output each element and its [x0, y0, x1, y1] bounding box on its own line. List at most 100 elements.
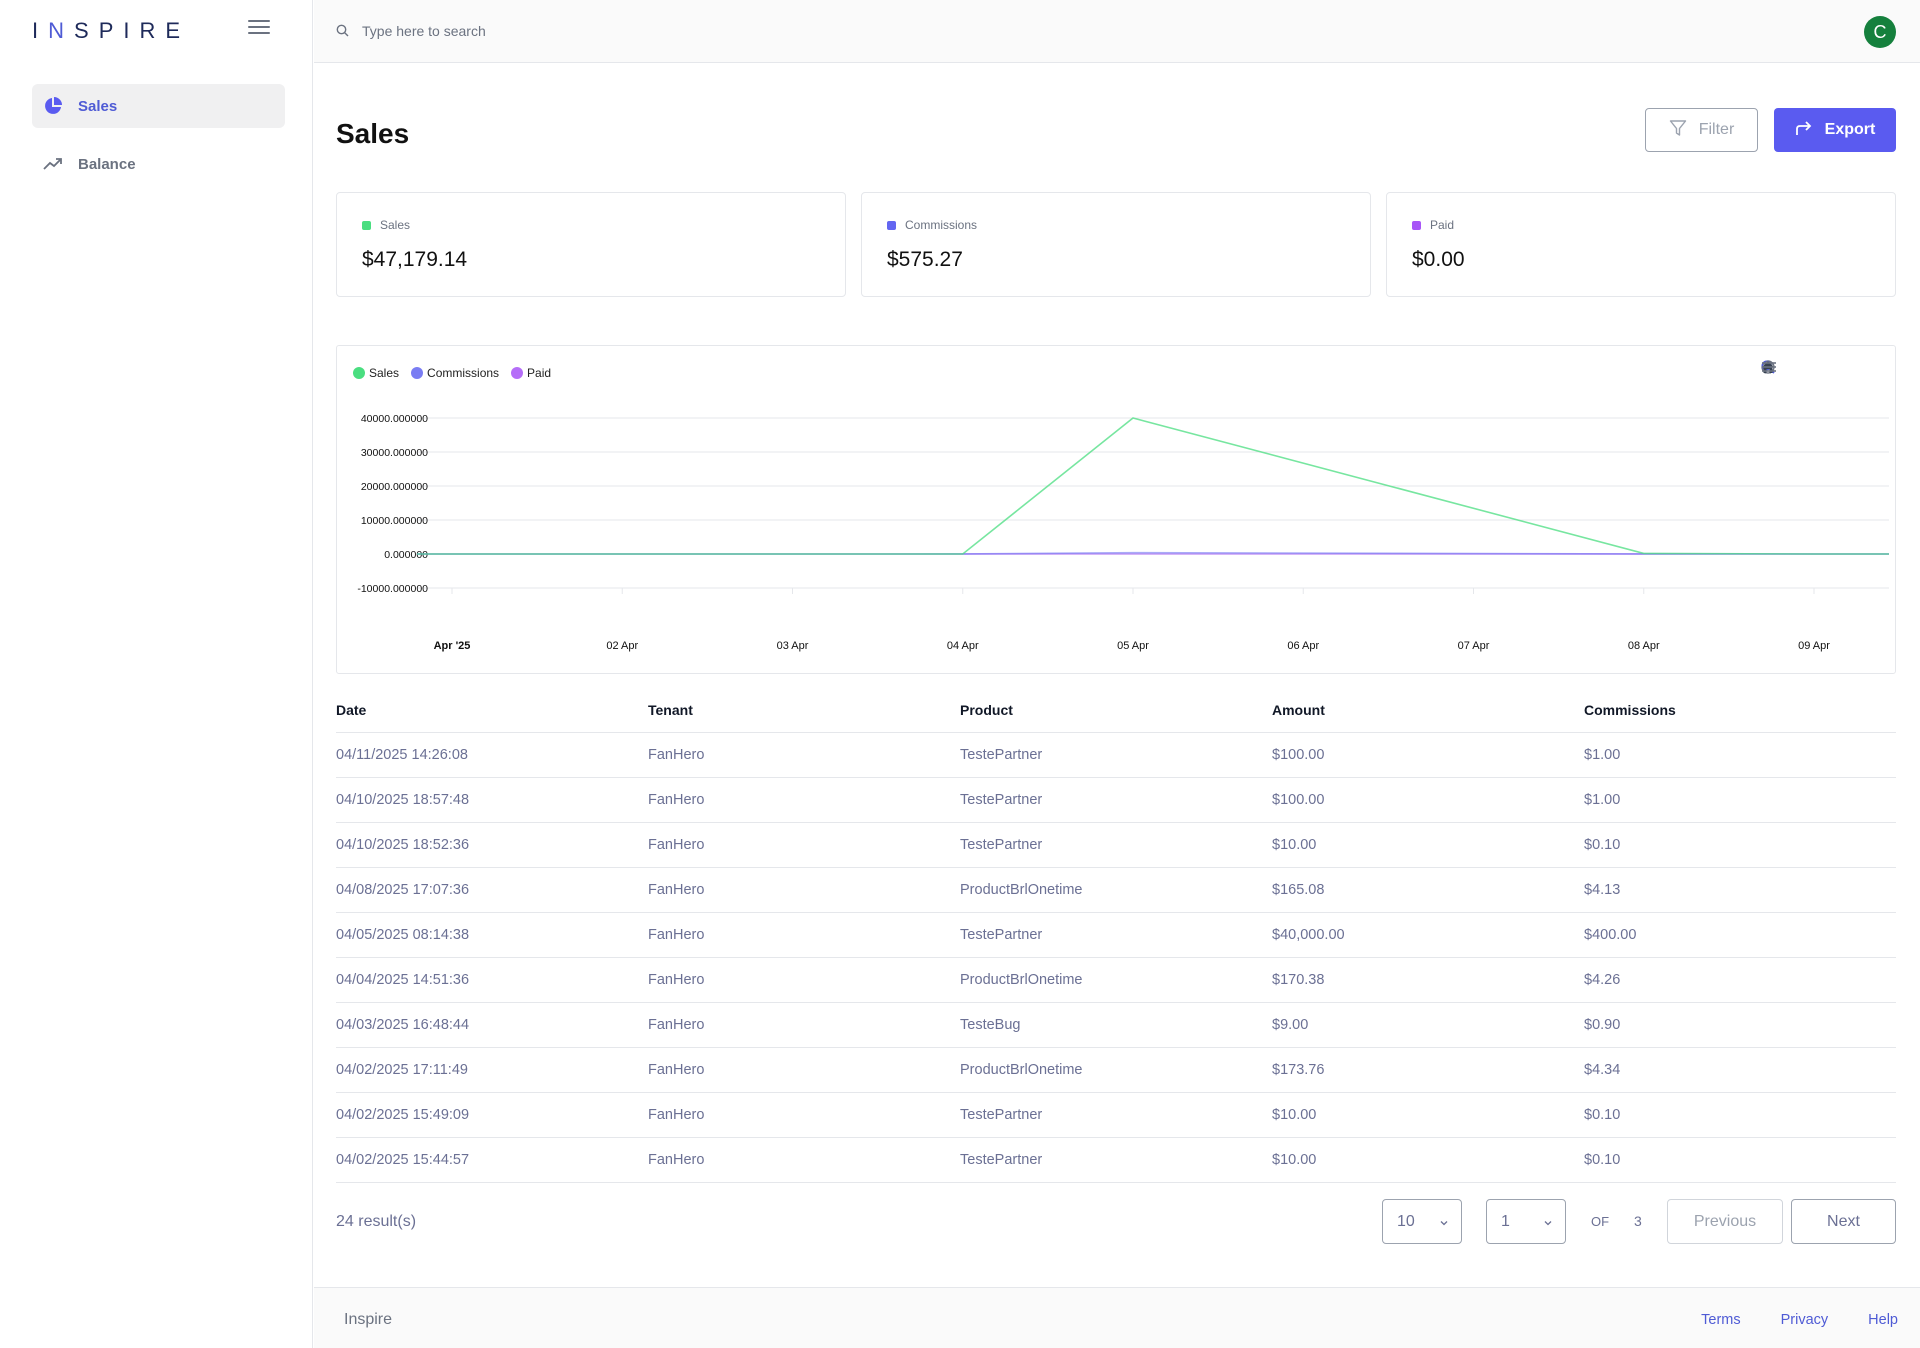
cell-date: 04/08/2025 17:07:36	[336, 882, 470, 898]
legend-label: Sales	[369, 366, 400, 380]
footer-link-help[interactable]: Help	[1868, 1312, 1898, 1328]
footer-link-terms[interactable]: Terms	[1701, 1312, 1741, 1328]
legend-item-paid[interactable]: Paid	[511, 366, 551, 380]
cell-product: TesteBug	[960, 1017, 1021, 1033]
table-row[interactable]: 04/10/2025 18:57:48 FanHero TestePartner $1…	[336, 778, 1896, 823]
cell-tenant: FanHero	[648, 1017, 705, 1033]
cell-product: TestePartner	[960, 927, 1043, 943]
x-tick-label: 03 Apr	[777, 640, 809, 652]
legend-label: Commissions	[427, 366, 500, 380]
x-tick-label: 04 Apr	[947, 640, 979, 652]
summary-card-value: $0.00	[1412, 248, 1465, 271]
y-tick-label: 30000.000000	[361, 447, 428, 459]
sidebar-item-balance[interactable]: Balance	[32, 142, 285, 186]
table-row[interactable]: 04/02/2025 17:11:49 FanHero ProductBrlOnet…	[336, 1048, 1896, 1093]
cell-commissions: $0.10	[1584, 837, 1621, 853]
table-row[interactable]: 04/03/2025 16:48:44 FanHero TesteBug $9.00 $…	[336, 1003, 1896, 1048]
summary-card-paid: Paid $0.00	[1386, 192, 1896, 297]
cell-date: 04/02/2025 17:11:49	[336, 1062, 468, 1078]
export-button[interactable]: Export	[1774, 108, 1896, 152]
cell-tenant: FanHero	[648, 882, 705, 898]
chart-canvas: 40000.000000 30000.000000 20000.000000 1000…	[357, 413, 1889, 652]
footer-link-privacy[interactable]: Privacy	[1780, 1312, 1829, 1328]
column-header-amount[interactable]: Amount	[1272, 702, 1325, 718]
x-tick-label: 07 Apr	[1458, 640, 1490, 652]
cell-tenant: FanHero	[648, 927, 705, 943]
page-of-label: OF	[1591, 1214, 1610, 1229]
summary-card-label: Commissions	[905, 218, 978, 232]
filter-icon	[1669, 119, 1687, 142]
menu-icon[interactable]	[1762, 360, 1887, 376]
cell-date: 04/11/2025 14:26:08	[336, 747, 468, 763]
cell-date: 04/02/2025 15:49:09	[336, 1107, 470, 1123]
previous-page-button[interactable]: Previous	[1667, 1199, 1783, 1244]
filter-button[interactable]: Filter	[1645, 108, 1758, 152]
page-title: Sales	[336, 118, 410, 149]
table-row[interactable]: 04/02/2025 15:44:57 FanHero TestePartner $1…	[336, 1138, 1896, 1183]
zoom-out-icon[interactable]	[1761, 360, 1799, 376]
x-tick-label: 06 Apr	[1287, 640, 1319, 652]
column-header-tenant[interactable]: Tenant	[648, 702, 693, 718]
page-size-select[interactable]: 10	[1382, 1199, 1462, 1244]
cell-product: TestePartner	[960, 792, 1043, 808]
cell-date: 04/05/2025 08:14:38	[336, 927, 470, 943]
summary-card-commissions: Commissions $575.27	[861, 192, 1371, 297]
chevron-down-icon	[1439, 1215, 1449, 1233]
pan-icon[interactable]	[1763, 360, 1843, 376]
table-row[interactable]: 04/08/2025 17:07:36 FanHero ProductBrlOnet…	[336, 868, 1896, 913]
legend-label: Paid	[527, 366, 552, 380]
export-arrow-icon	[1795, 120, 1813, 141]
avatar[interactable]: C	[1864, 16, 1896, 48]
table-row[interactable]: 04/05/2025 08:14:38 FanHero TestePartner $4…	[336, 913, 1896, 958]
next-page-button[interactable]: Next	[1791, 1199, 1896, 1244]
filter-button-label: Filter	[1698, 121, 1735, 138]
sidebar-nav: Sales Balance	[32, 84, 285, 200]
table-header: Date Tenant Product Amount Commissions	[336, 688, 1896, 733]
page-number-select[interactable]: 1	[1486, 1199, 1566, 1244]
cell-commissions: $400.00	[1584, 927, 1637, 943]
footer-links: Terms Privacy Help	[1701, 1312, 1898, 1328]
trending-up-icon	[42, 153, 64, 175]
legend-item-sales[interactable]: Sales	[353, 366, 399, 380]
column-header-date[interactable]: Date	[336, 702, 367, 718]
table-row[interactable]: 04/11/2025 14:26:08 FanHero TestePartner $1…	[336, 733, 1896, 778]
menu-toggle-icon[interactable]	[248, 20, 270, 38]
legend-item-commissions[interactable]: Commissions	[411, 366, 499, 380]
cell-amount: $170.38	[1272, 972, 1325, 988]
y-tick-label: -10000.000000	[357, 583, 428, 595]
results-count: 24 result(s)	[336, 1213, 417, 1230]
cell-commissions: $0.10	[1584, 1107, 1621, 1123]
column-header-product[interactable]: Product	[960, 702, 1013, 718]
cell-date: 04/03/2025 16:48:44	[336, 1017, 470, 1033]
x-tick-label: 09 Apr	[1798, 640, 1830, 652]
sidebar-item-sales[interactable]: Sales	[32, 84, 285, 128]
y-tick-label: 40000.000000	[361, 413, 428, 425]
column-header-commissions[interactable]: Commissions	[1584, 702, 1676, 718]
cell-amount: $100.00	[1272, 747, 1325, 763]
search-input[interactable]	[362, 18, 962, 44]
cell-tenant: FanHero	[648, 1107, 705, 1123]
reset-home-icon[interactable]	[1762, 360, 1865, 376]
selection-zoom-icon[interactable]	[1761, 360, 1821, 376]
cell-product: TestePartner	[960, 1152, 1043, 1168]
cell-date: 04/10/2025 18:52:36	[336, 837, 470, 853]
cell-amount: $10.00	[1272, 1107, 1317, 1123]
cell-amount: $173.76	[1272, 1062, 1325, 1078]
cell-tenant: FanHero	[648, 792, 705, 808]
table-row[interactable]: 04/10/2025 18:52:36 FanHero TestePartner $1…	[336, 823, 1896, 868]
logo: INSPIRE	[32, 18, 191, 43]
cell-product: ProductBrlOnetime	[960, 1062, 1083, 1078]
cell-tenant: FanHero	[648, 1152, 705, 1168]
summary-card-label: Sales	[380, 218, 411, 232]
table-row[interactable]: 04/02/2025 15:49:09 FanHero TestePartner $1…	[336, 1093, 1896, 1138]
x-tick-label: 02 Apr	[606, 640, 638, 652]
cell-commissions: $0.10	[1584, 1152, 1621, 1168]
page-size-value: 10	[1397, 1212, 1415, 1230]
x-tick-label: Apr '25	[434, 640, 471, 652]
cell-product: TestePartner	[960, 747, 1043, 763]
table-row[interactable]: 04/04/2025 14:51:36 FanHero ProductBrlOnet…	[336, 958, 1896, 1003]
cell-tenant: FanHero	[648, 837, 705, 853]
cell-commissions: $1.00	[1584, 792, 1621, 808]
y-tick-label: 10000.000000	[361, 515, 428, 527]
cell-date: 04/04/2025 14:51:36	[336, 972, 470, 988]
